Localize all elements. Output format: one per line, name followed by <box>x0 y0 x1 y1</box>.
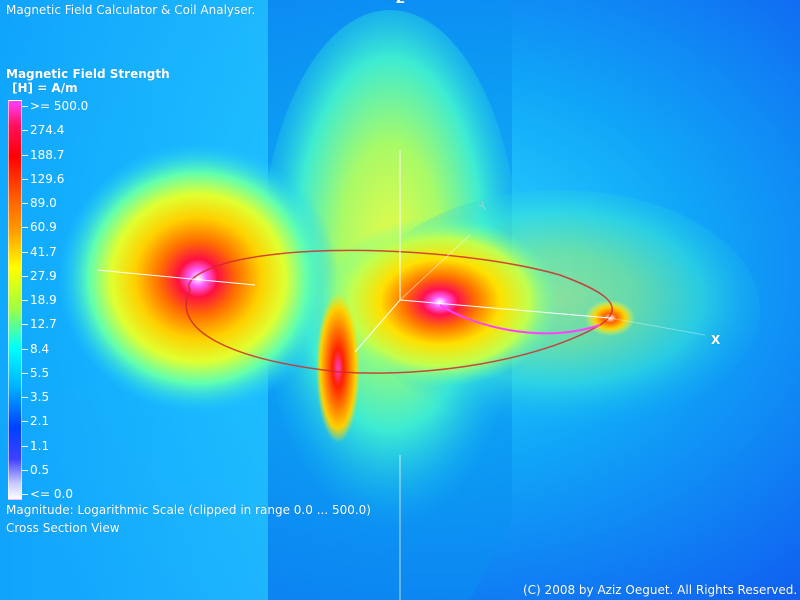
left-axis-line <box>96 269 256 286</box>
legend-tick: 5.5 <box>22 366 49 380</box>
legend-tick: 27.9 <box>22 269 57 283</box>
legend-tick: 12.7 <box>22 317 57 331</box>
legend-tick: 2.1 <box>22 414 49 428</box>
legend-tick: >= 500.0 <box>22 99 88 113</box>
legend-tick: 18.9 <box>22 293 57 307</box>
coil-current-segment <box>439 304 601 335</box>
legend-tick: 274.4 <box>22 123 64 137</box>
legend-unit: [H] = A/m <box>12 81 78 95</box>
legend-tick: 3.5 <box>22 390 49 404</box>
view-mode-label: Cross Section View <box>6 521 120 535</box>
legend-title: Magnetic Field Strength <box>6 67 170 81</box>
legend-tick: 1.1 <box>22 439 49 453</box>
legend-tick: 41.7 <box>22 245 57 259</box>
plane-field-peak <box>316 293 360 443</box>
legend-tick: 0.5 <box>22 463 49 477</box>
legend-color-bar <box>8 100 22 500</box>
legend-tick: 188.7 <box>22 148 64 162</box>
scale-info: Magnitude: Logarithmic Scale (clipped in… <box>6 503 371 517</box>
y-axis-line <box>354 299 401 353</box>
right-field-peak <box>320 217 560 387</box>
left-field-peak <box>58 143 338 413</box>
app-title: Magnetic Field Calculator & Coil Analyse… <box>6 3 256 17</box>
legend-ticks: >= 500.0 274.4 188.7 129.6 89.0 60.9 41.7 27.9 1… <box>22 99 102 501</box>
y-axis-line-back <box>399 234 471 301</box>
x-axis-line <box>399 299 611 319</box>
legend-tick: 60.9 <box>22 220 57 234</box>
legend-tick: 89.0 <box>22 196 57 210</box>
z-axis-label: Z <box>396 0 405 6</box>
coil-wire <box>185 249 613 374</box>
legend-tick: 8.4 <box>22 342 49 356</box>
x-axis-label: X <box>711 333 721 347</box>
x-axis-extension <box>609 317 706 336</box>
legend-tick: 129.6 <box>22 172 64 186</box>
copyright-notice: (C) 2008 by Aziz Oeguet. All Rights Rese… <box>523 583 798 597</box>
legend-tick: <= 0.0 <box>22 487 73 501</box>
